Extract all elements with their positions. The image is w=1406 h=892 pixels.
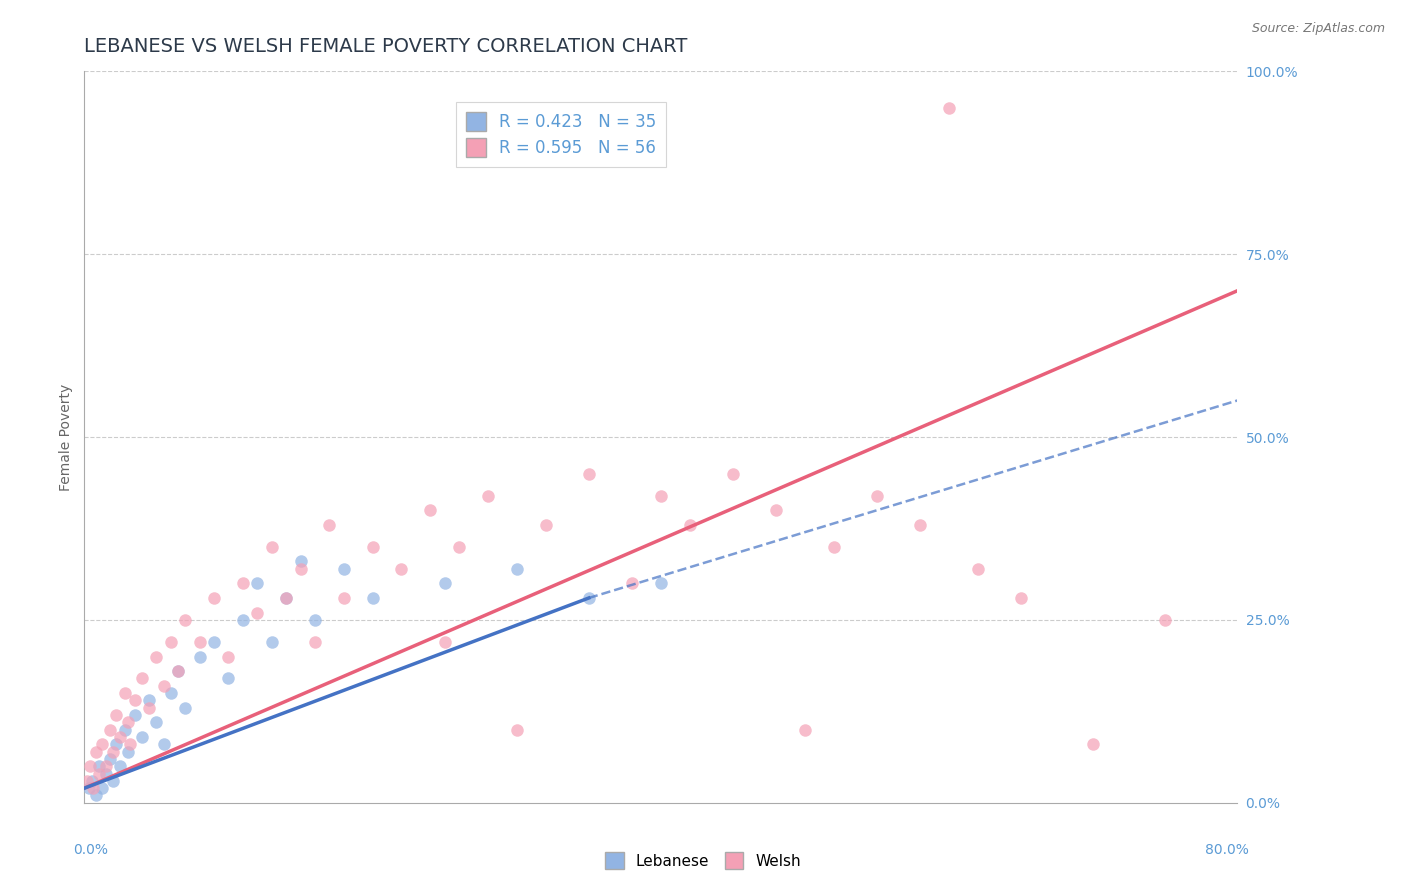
Point [246, 576, 269, 591]
Point [174, 700, 197, 714]
Point [77, 781, 100, 796]
Point [276, 591, 298, 605]
Text: 80.0%: 80.0% [1205, 843, 1249, 857]
Point [333, 591, 356, 605]
Point [138, 693, 160, 707]
Point [304, 613, 326, 627]
Point [76, 773, 98, 788]
Point [87, 759, 110, 773]
Point [94, 759, 117, 773]
Point [79, 759, 101, 773]
Point [202, 591, 225, 605]
Point [318, 517, 340, 532]
Point [621, 576, 644, 591]
Point [80, 773, 103, 788]
Point [131, 730, 153, 744]
Point [188, 635, 211, 649]
Point [260, 635, 283, 649]
Point [114, 686, 136, 700]
Point [110, 730, 132, 744]
Point [823, 540, 845, 554]
Point [84, 745, 107, 759]
Point [721, 467, 744, 481]
Point [131, 672, 153, 686]
Point [174, 613, 197, 627]
Point [477, 489, 499, 503]
Point [333, 562, 356, 576]
Point [202, 635, 225, 649]
Point [578, 591, 600, 605]
Point [232, 613, 254, 627]
Point [232, 576, 254, 591]
Point [218, 672, 240, 686]
Point [361, 540, 384, 554]
Point [290, 562, 312, 576]
Point [105, 708, 128, 723]
Point [114, 723, 136, 737]
Point [124, 708, 146, 723]
Point [260, 540, 283, 554]
Point [103, 773, 124, 788]
Text: Source: ZipAtlas.com: Source: ZipAtlas.com [1251, 22, 1385, 36]
Point [160, 686, 183, 700]
Point [794, 723, 817, 737]
Point [1154, 613, 1177, 627]
Y-axis label: Female Poverty: Female Poverty [59, 384, 73, 491]
Point [578, 467, 600, 481]
Point [650, 489, 672, 503]
Point [866, 489, 889, 503]
Point [650, 576, 672, 591]
Point [679, 517, 702, 532]
Point [103, 745, 124, 759]
Point [419, 503, 441, 517]
Text: LEBANESE VS WELSH FEMALE POVERTY CORRELATION CHART: LEBANESE VS WELSH FEMALE POVERTY CORRELA… [84, 37, 688, 56]
Point [110, 759, 132, 773]
Point [145, 715, 167, 730]
Point [433, 576, 456, 591]
Point [87, 766, 110, 780]
Point [117, 715, 139, 730]
Point [361, 591, 384, 605]
Legend: Lebanese, Welsh: Lebanese, Welsh [599, 846, 807, 875]
Point [124, 693, 146, 707]
Point [117, 745, 139, 759]
Point [938, 101, 960, 115]
Point [218, 649, 240, 664]
Legend: R = 0.423   N = 35, R = 0.595   N = 56: R = 0.423 N = 35, R = 0.595 N = 56 [456, 102, 666, 167]
Point [534, 517, 557, 532]
Point [90, 781, 112, 796]
Point [84, 789, 107, 803]
Point [98, 752, 121, 766]
Point [160, 635, 183, 649]
Point [910, 517, 932, 532]
Point [167, 664, 190, 678]
Point [304, 635, 326, 649]
Point [391, 562, 413, 576]
Point [120, 737, 142, 751]
Point [152, 679, 174, 693]
Point [506, 562, 529, 576]
Point [105, 737, 128, 751]
Point [246, 606, 269, 620]
Point [82, 781, 104, 796]
Point [765, 503, 787, 517]
Point [967, 562, 990, 576]
Point [1083, 737, 1105, 751]
Point [433, 635, 456, 649]
Point [167, 664, 190, 678]
Point [506, 723, 529, 737]
Point [152, 737, 174, 751]
Point [188, 649, 211, 664]
Point [290, 554, 312, 568]
Point [98, 723, 121, 737]
Point [449, 540, 471, 554]
Point [145, 649, 167, 664]
Point [138, 700, 160, 714]
Point [94, 766, 117, 780]
Point [1010, 591, 1032, 605]
Point [276, 591, 298, 605]
Text: 0.0%: 0.0% [73, 843, 108, 857]
Point [90, 737, 112, 751]
